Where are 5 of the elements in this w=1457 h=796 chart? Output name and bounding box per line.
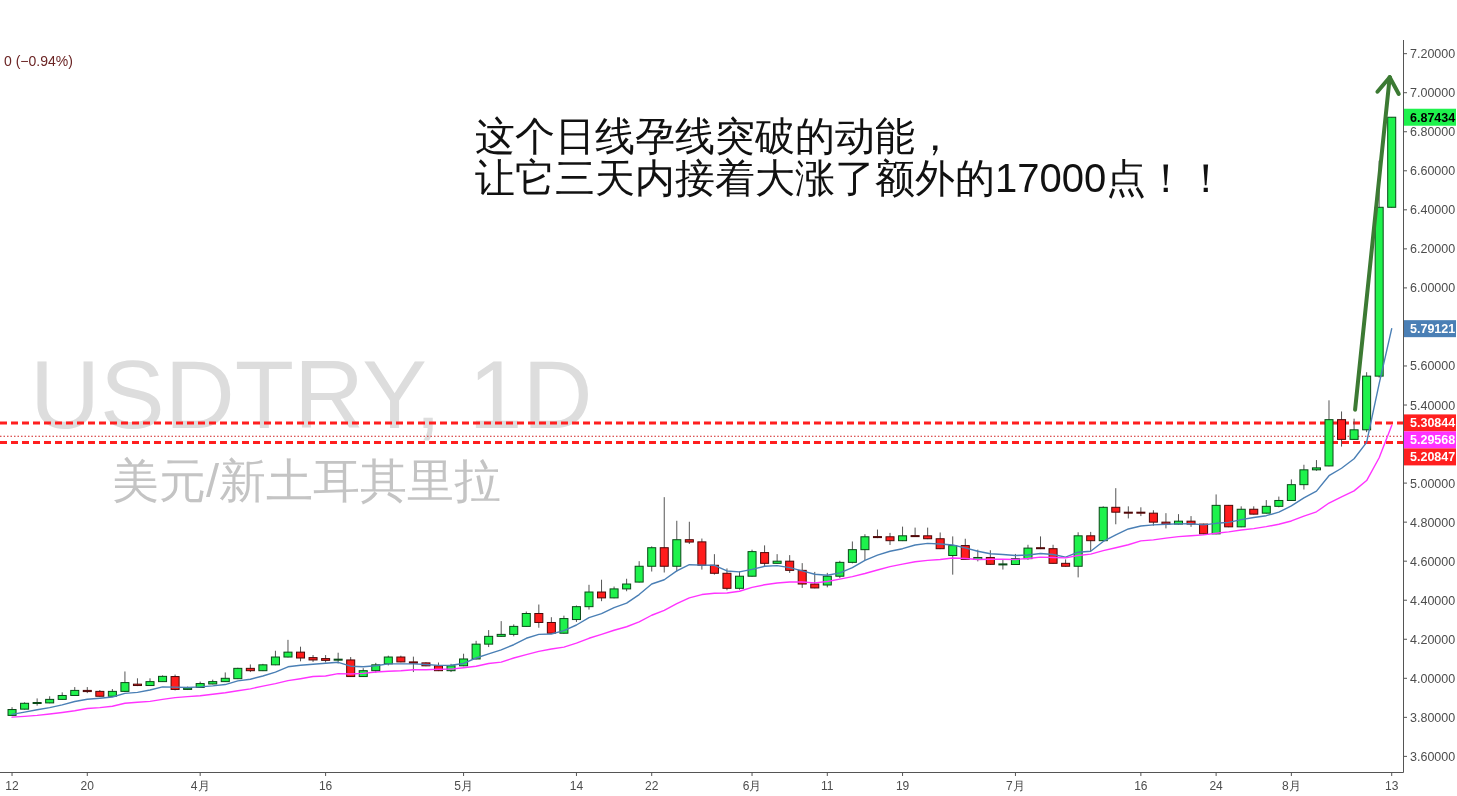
ref-line-label: 5.30844 — [1410, 416, 1456, 431]
ref-line-label: 5.20847 — [1410, 450, 1456, 465]
subtitle: 美元/新土耳其里拉 — [112, 454, 502, 507]
data-label: 5.29568 — [1410, 433, 1456, 448]
data-label: 5.79121 — [1410, 322, 1456, 337]
